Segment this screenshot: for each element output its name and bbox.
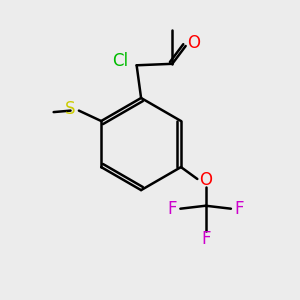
Text: O: O [199,172,212,190]
Text: S: S [65,100,76,118]
Text: F: F [201,230,210,248]
Text: F: F [235,200,244,218]
Text: F: F [167,200,177,218]
Text: Cl: Cl [112,52,128,70]
Text: O: O [188,34,200,52]
